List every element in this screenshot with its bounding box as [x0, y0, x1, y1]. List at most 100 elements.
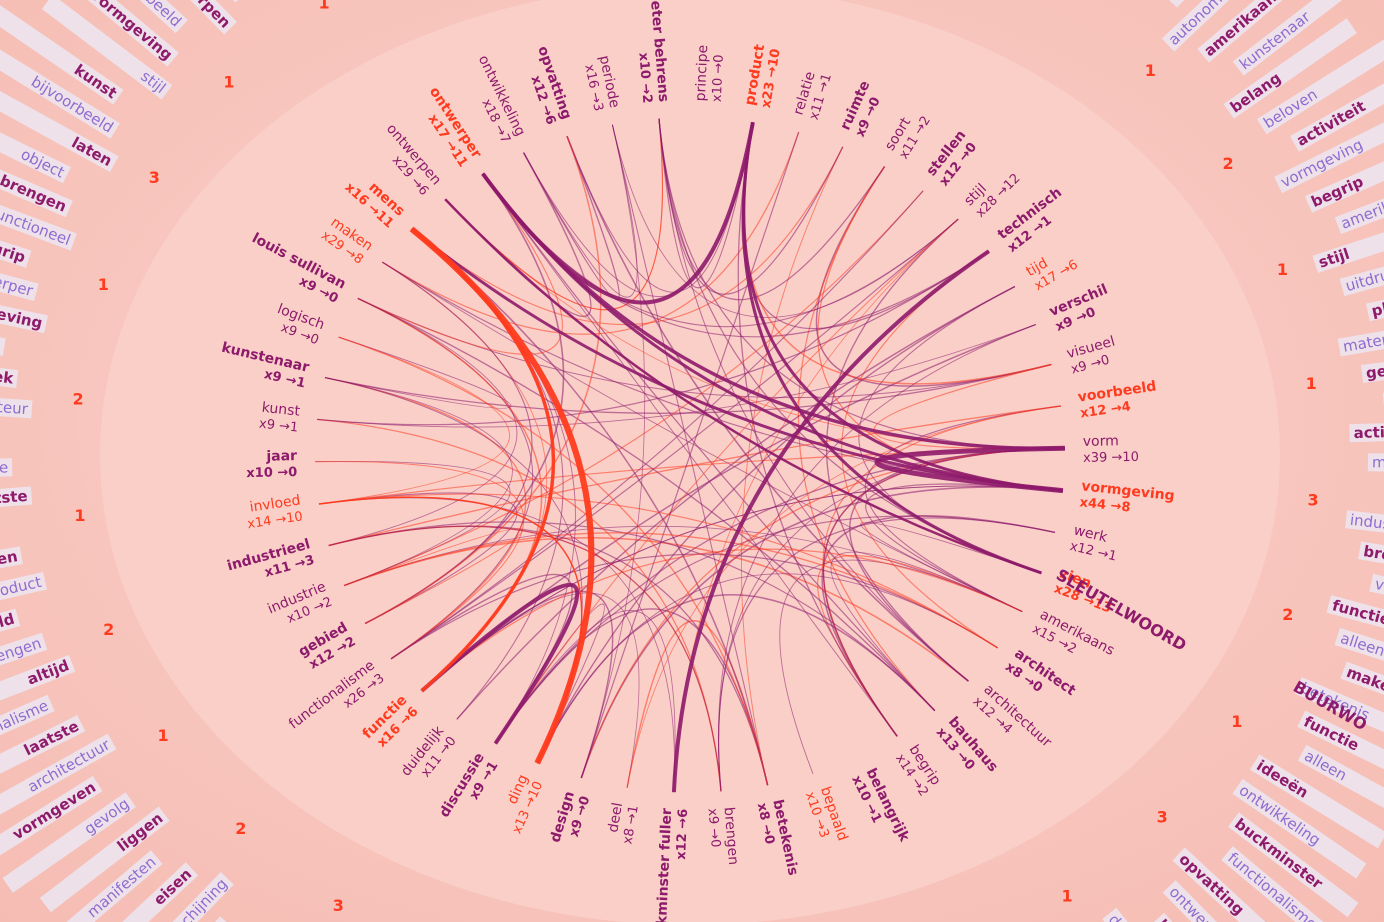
outer-word-text: activiteit — [1353, 422, 1384, 442]
chord-40-30 — [381, 131, 800, 335]
outer-word-panel — [1345, 510, 1384, 546]
chord-24-16 — [318, 496, 583, 764]
ring-number: 1 — [158, 726, 169, 745]
chord-44-20 — [390, 218, 959, 660]
ring-number: 1 — [1231, 712, 1242, 731]
chord-16-46 — [536, 285, 1016, 764]
keyword-count: x10 →0 — [246, 465, 297, 481]
outer-word-panel — [1162, 880, 1281, 922]
outer-word-panel — [65, 0, 188, 34]
chord-29-7 — [357, 297, 936, 712]
keyword-count: x12 →6 — [674, 809, 691, 861]
chord-14-49 — [626, 405, 1062, 788]
chord-30-4 — [382, 261, 1023, 612]
inner-disc — [100, 0, 1280, 922]
ring-number: 3 — [333, 896, 344, 915]
outer-word-panel — [0, 141, 73, 218]
outer-word-panel — [0, 694, 55, 772]
outer-word-118: maken — [1367, 453, 1384, 475]
outer-word-panel — [116, 872, 234, 922]
chord-0-1 — [874, 445, 1065, 494]
chord-42-48 — [815, 166, 1052, 387]
chord-19-4 — [421, 548, 1023, 692]
chord-2-12 — [717, 517, 1056, 792]
outer-word-panel — [0, 632, 48, 697]
outer-word-panel — [1297, 744, 1384, 833]
ring-number: 1 — [223, 73, 234, 92]
outer-word-panel — [1297, 710, 1384, 793]
chord-12-47 — [717, 324, 1036, 792]
outer-word-panel — [1337, 313, 1384, 357]
outer-word-panel — [1172, 847, 1295, 922]
chord-3-32 — [444, 198, 1042, 575]
chord-diagram — [315, 118, 1065, 793]
chord-42-37 — [658, 118, 886, 301]
chord-8-39 — [737, 122, 898, 737]
ring-number: 1 — [1145, 61, 1156, 80]
keyword-count: x9 →0 — [705, 808, 723, 848]
outer-word-panel — [0, 654, 76, 726]
chord-4-10 — [779, 559, 1023, 774]
chord-44-17 — [494, 218, 959, 744]
keyword-count: x44 →8 — [1079, 495, 1131, 515]
chord-5-16 — [536, 573, 998, 764]
keyword-count: x12 →4 — [1079, 399, 1132, 421]
ring-number: 2 — [1282, 605, 1293, 624]
outer-word-panel — [0, 571, 47, 623]
keyword-word: kunst — [261, 400, 301, 420]
outer-word-panel — [41, 0, 173, 100]
outer-word-panel — [2, 792, 136, 893]
outer-word-panel — [1221, 846, 1348, 922]
chord-24-28 — [318, 336, 510, 505]
outer-word-55: boek — [0, 352, 19, 388]
chord-26-45 — [317, 250, 990, 426]
outer-word-panel — [1274, 110, 1384, 194]
outer-word-panel — [0, 83, 119, 173]
outer-word-panel — [1339, 238, 1384, 297]
outer-word-panel — [0, 244, 39, 301]
outer-word-panel — [1340, 661, 1384, 731]
chord-5-22 — [343, 532, 999, 649]
chord-6-0 — [849, 447, 1065, 682]
keyword-count: x39 →10 — [1083, 450, 1139, 466]
outer-word-panel — [1161, 0, 1284, 52]
outer-word-panel — [1223, 18, 1357, 119]
outer-word-panel — [76, 862, 199, 922]
chord-21-35 — [364, 135, 602, 625]
ring-number: 3 — [1308, 491, 1319, 510]
chord-39-3 — [741, 122, 1042, 575]
outer-word-panel — [1334, 163, 1384, 235]
outer-word-panel — [1326, 595, 1384, 652]
outer-word-text: laatste — [0, 487, 28, 509]
keyword-count: x8 →1 — [620, 804, 641, 845]
outer-word-panel — [1227, 812, 1359, 918]
outer-word-panel — [1294, 677, 1384, 754]
keyword-word: jaar — [265, 448, 297, 465]
keyword-word: vorm — [1083, 433, 1119, 450]
keyword-word: principe — [693, 45, 711, 102]
keyword-word: invloed — [249, 492, 302, 515]
outer-word-panel — [0, 775, 103, 871]
chord-20-27 — [324, 376, 527, 660]
outer-word-panel — [0, 181, 77, 251]
chord-45-5 — [841, 250, 998, 649]
chord-0-15 — [580, 447, 1065, 779]
chord-26-47 — [317, 324, 1036, 428]
outer-word-panel — [1232, 0, 1363, 76]
ring-number: 1 — [1062, 887, 1073, 906]
outer-word-text: maken — [1372, 453, 1384, 472]
ring-number: 1 — [98, 275, 109, 294]
outer-word-panel — [1232, 778, 1367, 879]
outer-word-text: boek — [0, 365, 15, 388]
chord-33-7 — [482, 173, 936, 712]
outer-word-panel — [1334, 627, 1384, 691]
chord-36-15 — [580, 124, 646, 779]
